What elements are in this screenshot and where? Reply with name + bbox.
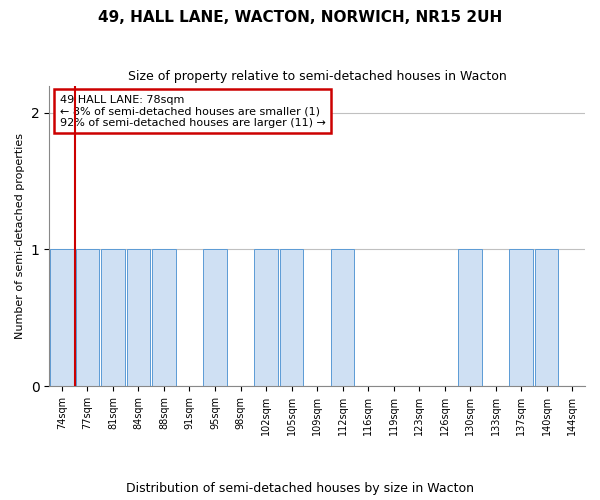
Bar xyxy=(203,250,227,386)
Bar xyxy=(509,250,533,386)
Text: Distribution of semi-detached houses by size in Wacton: Distribution of semi-detached houses by … xyxy=(126,482,474,495)
Bar xyxy=(331,250,355,386)
Text: 49, HALL LANE, WACTON, NORWICH, NR15 2UH: 49, HALL LANE, WACTON, NORWICH, NR15 2UH xyxy=(98,10,502,25)
Title: Size of property relative to semi-detached houses in Wacton: Size of property relative to semi-detach… xyxy=(128,70,506,83)
Bar xyxy=(280,250,303,386)
Bar xyxy=(76,250,99,386)
Bar xyxy=(152,250,176,386)
Bar xyxy=(458,250,482,386)
Bar xyxy=(50,250,74,386)
Bar xyxy=(127,250,150,386)
Bar xyxy=(254,250,278,386)
Text: 49 HALL LANE: 78sqm
← 8% of semi-detached houses are smaller (1)
92% of semi-det: 49 HALL LANE: 78sqm ← 8% of semi-detache… xyxy=(60,94,326,128)
Bar xyxy=(535,250,559,386)
Bar xyxy=(101,250,125,386)
Y-axis label: Number of semi-detached properties: Number of semi-detached properties xyxy=(15,133,25,339)
